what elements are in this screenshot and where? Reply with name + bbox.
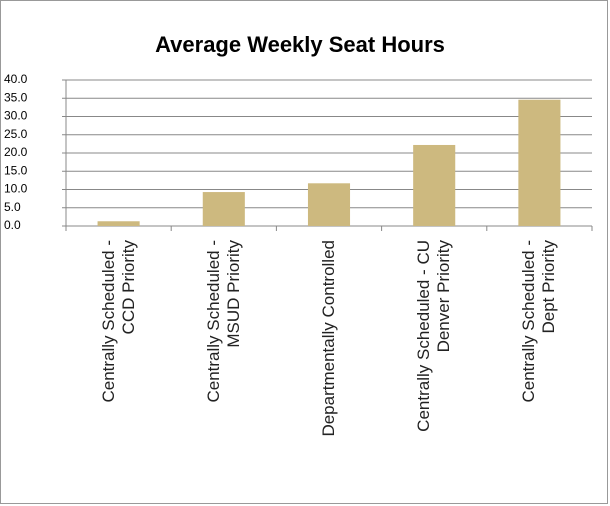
y-tick-label: 0.0 [4,218,21,232]
bar [202,192,245,226]
x-tick-label: Centrally Scheduled - MSUD Priority [203,240,243,403]
y-tick-label: 10.0 [4,182,28,196]
y-tick-label: 15.0 [4,163,28,177]
bar [518,99,561,226]
y-tick-label: 5.0 [4,200,21,214]
bar [97,221,140,226]
x-tick-label: Departmentally Controlled [319,240,338,437]
x-tick-label: Centrally Scheduled - Dept Priority [519,240,559,403]
bar [307,183,351,226]
x-tick-label: Centrally Scheduled - CCD Priority [98,240,138,403]
y-tick-label: 20.0 [4,145,28,159]
bar [413,144,456,226]
y-tick-label: 35.0 [4,90,28,104]
y-tick-label: 30.0 [4,109,28,123]
y-tick-label: 25.0 [4,127,28,141]
y-tick-label: 40.0 [4,72,28,86]
chart-title: Average Weekly Seat Hours [155,32,445,57]
x-tick-label: Centrally Scheduled - CU Denver Priority [414,240,454,432]
